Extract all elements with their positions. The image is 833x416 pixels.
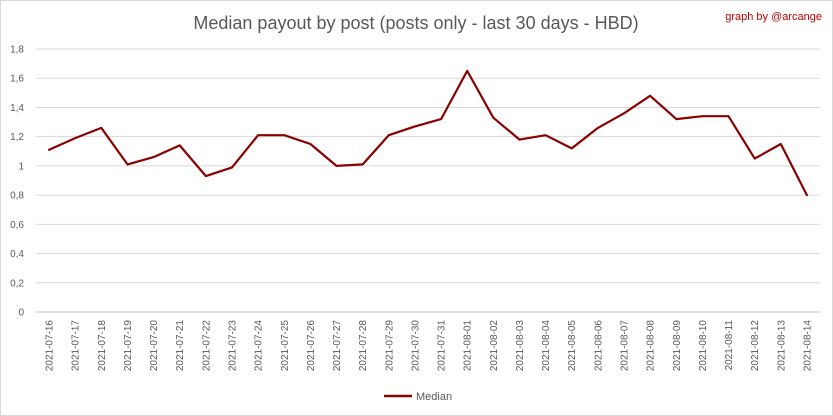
y-tick-label: 0,4 bbox=[10, 249, 24, 260]
y-tick-label: 0,8 bbox=[10, 191, 24, 202]
x-tick-label: 2021-07-16 bbox=[45, 320, 56, 372]
x-tick-label: 2021-08-01 bbox=[463, 320, 474, 372]
x-tick-label: 2021-08-03 bbox=[515, 320, 526, 372]
x-tick-label: 2021-08-08 bbox=[646, 320, 657, 372]
y-axis: 0 0,2 0,4 0,6 0,8 1 1,2 1,4 1,6 1,8 bbox=[10, 45, 24, 319]
x-tick-label: 2021-07-24 bbox=[254, 320, 265, 372]
y-tick-label: 1,2 bbox=[10, 132, 24, 143]
legend: Median bbox=[384, 391, 452, 403]
series-layer bbox=[47, 69, 809, 197]
x-tick-label: 2021-07-29 bbox=[384, 320, 395, 372]
x-tick-label: 2021-07-18 bbox=[97, 320, 108, 372]
x-tick-label: 2021-08-13 bbox=[776, 320, 787, 372]
x-tick-label: 2021-07-30 bbox=[410, 320, 421, 372]
y-tick-label: 1,8 bbox=[10, 45, 24, 56]
y-tick-label: 1,6 bbox=[10, 74, 24, 85]
x-tick-label: 2021-08-12 bbox=[750, 320, 761, 372]
y-tick-label: 0,2 bbox=[10, 278, 24, 289]
x-tick-label: 2021-07-20 bbox=[149, 320, 160, 372]
x-tick-label: 2021-07-26 bbox=[306, 320, 317, 372]
x-tick-label: 2021-08-02 bbox=[489, 320, 500, 372]
x-tick-label: 2021-07-23 bbox=[228, 320, 239, 372]
x-tick-label: 2021-08-05 bbox=[567, 320, 578, 372]
x-tick-label: 2021-08-07 bbox=[620, 320, 631, 372]
x-tick-label: 2021-07-25 bbox=[280, 320, 291, 372]
x-tick-label: 2021-07-17 bbox=[71, 320, 82, 372]
x-tick-label: 2021-08-14 bbox=[802, 320, 813, 372]
x-tick-label: 2021-07-28 bbox=[358, 320, 369, 372]
x-tick-label: 2021-08-04 bbox=[541, 320, 552, 372]
x-tick-label: 2021-08-06 bbox=[593, 320, 604, 372]
x-tick-label: 2021-08-11 bbox=[724, 320, 735, 371]
y-tick-label: 1 bbox=[18, 161, 24, 172]
x-tick-label: 2021-07-21 bbox=[175, 320, 186, 372]
x-tick-label: 2021-08-09 bbox=[672, 320, 683, 372]
y-tick-label: 0 bbox=[18, 308, 24, 319]
chart-credit: graph by @arcange bbox=[725, 11, 822, 23]
x-axis: 2021-07-16 2021-07-17 2021-07-18 2021-07-19… bbox=[45, 320, 814, 372]
x-tick-label: 2021-07-31 bbox=[437, 320, 448, 372]
series-line-median bbox=[47, 69, 809, 197]
x-tick-label: 2021-08-10 bbox=[698, 320, 709, 372]
chart-title: Median payout by post (posts only - last… bbox=[193, 13, 638, 33]
legend-label: Median bbox=[416, 391, 452, 403]
y-tick-label: 0,6 bbox=[10, 220, 24, 231]
y-tick-label: 1,4 bbox=[10, 103, 24, 114]
x-tick-label: 2021-07-27 bbox=[332, 320, 343, 372]
x-tick-label: 2021-07-22 bbox=[201, 320, 212, 372]
x-tick-label: 2021-07-19 bbox=[123, 320, 134, 372]
gridlines bbox=[36, 48, 820, 313]
